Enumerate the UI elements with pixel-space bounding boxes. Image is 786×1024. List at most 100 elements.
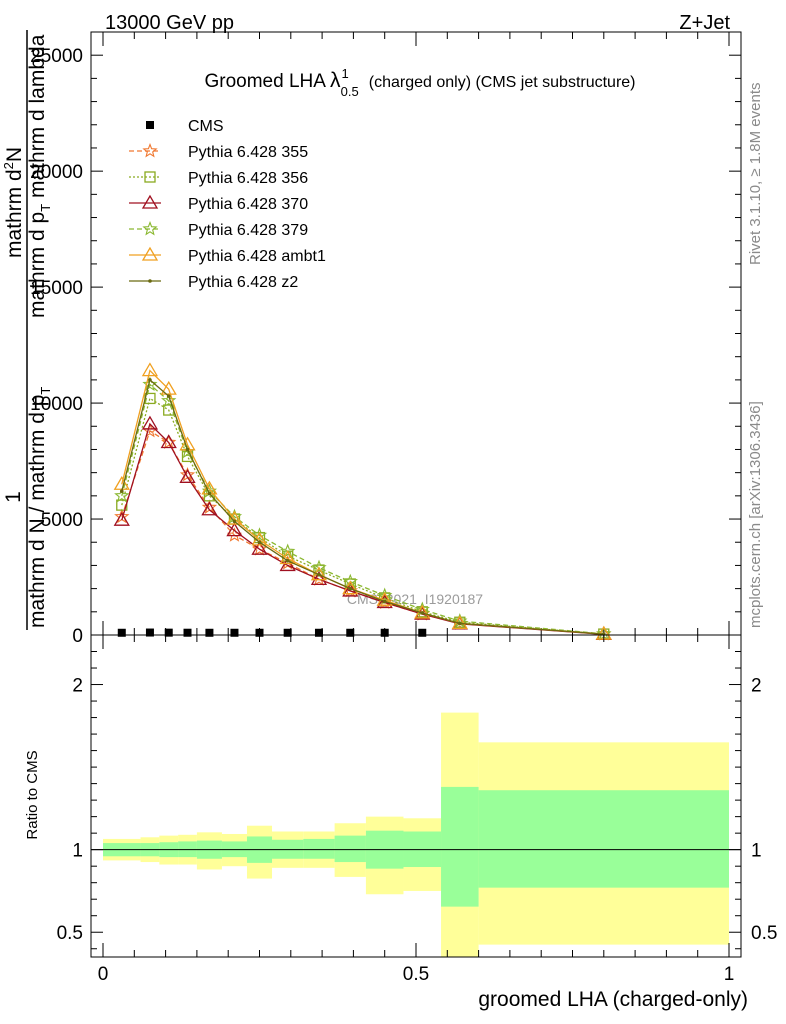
cms-data-point: [380, 628, 389, 637]
header-left: 13000 GeV pp: [105, 12, 234, 34]
rivet-label: Rivet 3.1.10, ≥ 1.8M events: [747, 83, 764, 266]
series-point-2: [310, 571, 328, 585]
series-point-5: [317, 572, 321, 577]
cms-data-point: [183, 628, 192, 637]
series-point-2: [201, 501, 218, 516]
series-line-2: [121, 422, 604, 635]
ratio-ytick-label: 2: [72, 676, 83, 697]
series-point-5: [458, 621, 462, 626]
ylabel-denominator: mathrm d N / mathrm d pT: [26, 387, 53, 628]
series-point-3: [342, 573, 358, 589]
legend-marker: [142, 220, 158, 236]
ratio-ytick-label-right: 2: [751, 676, 762, 697]
series-point-5: [185, 447, 190, 452]
series-point-5: [148, 378, 152, 382]
chart-title: Groomed LHA λ1 0.5(charged only) (CMS jet …: [204, 66, 635, 99]
cms-data-point: [117, 628, 126, 637]
series-point-2: [226, 522, 243, 537]
legend-marker: [141, 246, 159, 261]
mcplots-label: mcplots.cern.ch [arXiv:1306.3436]: [747, 401, 764, 628]
ratio-ytick-label-right: 0.5: [751, 923, 777, 944]
series-point-4: [279, 550, 296, 565]
xtick-label: 0.5: [403, 964, 429, 985]
band-stat-bin: [303, 838, 335, 859]
legend-label-1: Pythia 6.428 356: [188, 170, 308, 187]
series-point-0: [226, 527, 243, 542]
ratio-ytick-label: 0.5: [57, 923, 83, 944]
series-point-3: [142, 376, 158, 392]
series-line-1: [121, 397, 604, 635]
main-ytick-label: 10000: [30, 394, 83, 415]
cms-data-point: [164, 628, 173, 637]
series-point-5: [207, 491, 212, 496]
series-point-3: [161, 392, 177, 408]
cms-data-point: [418, 628, 427, 637]
legend-label-5: Pythia 6.428 z2: [188, 274, 298, 291]
series-point-2: [113, 511, 130, 526]
main-ytick-label: 15000: [30, 278, 83, 299]
series-point-5: [119, 489, 124, 494]
series-point-0: [161, 434, 177, 450]
legend-marker: [146, 121, 154, 129]
series-point-3: [377, 587, 393, 602]
legend-label-0: Pythia 6.428 355: [188, 144, 308, 161]
cms-data-point: [314, 628, 323, 637]
band-stat-bin: [334, 835, 366, 863]
legend-label-2: Pythia 6.428 370: [188, 196, 308, 213]
series-point-2: [179, 469, 196, 483]
series-point-2: [251, 540, 268, 555]
ylabel-numerator: mathrm d2N: [1, 147, 26, 258]
cms-data-point: [255, 628, 264, 637]
main-panel: 0 5000 10000 15000 20000 25000: [30, 31, 742, 647]
legend-marker: [144, 171, 156, 183]
legend-label-3: Pythia 6.428 379: [188, 222, 308, 239]
series-point-4: [141, 362, 159, 377]
x-axis-label: groomed LHA (charged-only): [478, 988, 748, 1011]
ylabel-one: 1: [2, 491, 25, 503]
main-ytick-label: 25000: [30, 46, 83, 67]
series-point-5: [382, 599, 387, 604]
ratio-ytick-label-right: 1: [751, 841, 762, 862]
series-point-3: [311, 559, 327, 575]
series-point-3: [280, 543, 296, 559]
series-point-2: [279, 557, 296, 572]
series-point-4: [376, 591, 393, 606]
ratio-panel: 0.5 0.5 1 1 2 2 0 0.5 1: [57, 634, 777, 985]
ratio-y-label: Ratio to CMS: [24, 750, 41, 839]
legend-marker: [142, 142, 158, 158]
main-ytick-label: 5000: [41, 510, 83, 531]
series-point-2: [160, 434, 177, 449]
band-stat-bin: [441, 786, 479, 907]
legend-marker: [148, 279, 152, 283]
series-point-5: [166, 394, 171, 398]
series-line-5: [121, 378, 604, 635]
series-point-5: [348, 586, 353, 591]
watermark: CMS_2021_I1920187: [347, 591, 483, 607]
series-point-5: [420, 611, 425, 615]
cms-data-point: [205, 628, 214, 637]
series-point-4: [160, 380, 177, 395]
ylabel-numerator-2: mathrm d pT mathrm d lambda: [26, 34, 53, 318]
series-line-3: [121, 383, 604, 635]
series-point-0: [251, 541, 268, 556]
main-ytick-label: 0: [72, 626, 83, 647]
series-point-2: [141, 415, 159, 430]
legend: CMS Pythia 6.428 355 Pythia 6.428 356 Pythi…: [129, 118, 326, 291]
cms-data-point: [230, 628, 239, 637]
band-stat-bin: [478, 790, 729, 888]
cms-data-point: [145, 628, 154, 637]
series-point-3: [114, 487, 130, 503]
legend-label-cms: CMS: [188, 118, 224, 135]
legend-label-4: Pythia 6.428 ambt1: [188, 248, 326, 265]
main-y-label: 1 mathrm d2N mathrm d pT mathrm d lambda…: [1, 30, 53, 630]
series-point-5: [257, 540, 262, 545]
cms-data-point: [283, 628, 292, 637]
cms-data-point: [346, 628, 355, 637]
xtick-label: 1: [724, 964, 735, 985]
series-point-5: [285, 558, 290, 563]
legend-marker: [141, 194, 159, 209]
main-ytick-label: 20000: [30, 162, 83, 183]
xtick-label: 0: [98, 964, 109, 985]
ratio-ytick-label: 1: [72, 841, 83, 862]
